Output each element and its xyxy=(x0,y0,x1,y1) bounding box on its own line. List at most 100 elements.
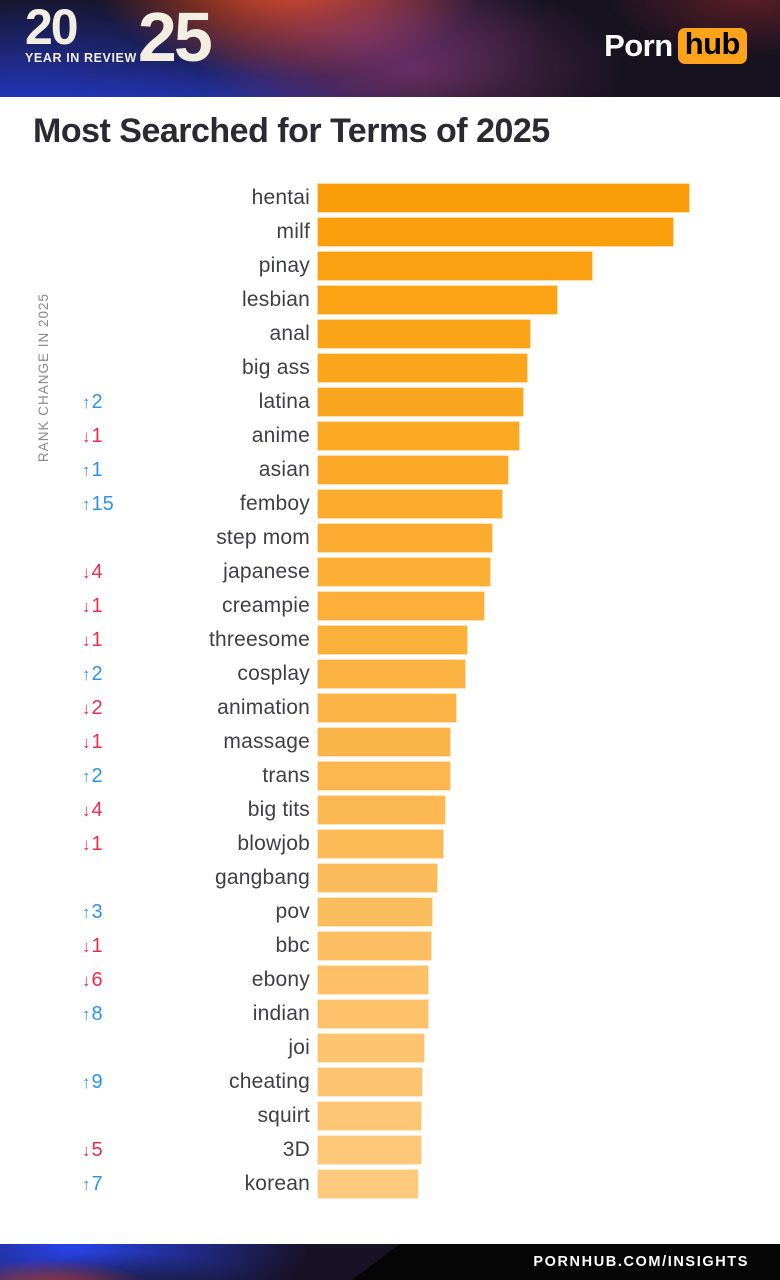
term-bar xyxy=(317,829,444,859)
rank-change: ↓4 xyxy=(82,560,103,583)
term-label: step mom xyxy=(216,526,310,549)
rank-change: ↑3 xyxy=(82,900,103,923)
term-bar xyxy=(317,557,491,587)
rank-change: ↓4 xyxy=(82,798,103,821)
term-label: cosplay xyxy=(237,662,310,685)
term-bar xyxy=(317,285,558,315)
term-bar xyxy=(317,1033,425,1063)
term-bar xyxy=(317,693,457,723)
term-label: blowjob xyxy=(237,832,310,855)
term-bar xyxy=(317,353,528,383)
term-label: threesome xyxy=(208,628,310,651)
term-bar xyxy=(317,897,433,927)
term-bar xyxy=(317,1101,422,1131)
arrow-up-icon: ↑ xyxy=(82,494,91,514)
term-row: ↓1 blowjob xyxy=(0,827,780,861)
term-bar xyxy=(317,727,451,757)
term-row: ↑9 cheating xyxy=(0,1065,780,1099)
term-row: ↓1 bbc xyxy=(0,929,780,963)
arrow-up-icon: ↑ xyxy=(82,1004,91,1024)
rank-change: ↑2 xyxy=(82,662,103,685)
rank-change: ↓2 xyxy=(82,696,103,719)
term-bar xyxy=(317,319,531,349)
rank-change: ↓1 xyxy=(82,424,103,447)
term-bar xyxy=(317,489,503,519)
term-bar xyxy=(317,625,468,655)
arrow-up-icon: ↑ xyxy=(82,1174,91,1194)
term-label: squirt xyxy=(257,1104,310,1127)
term-row: gangbang xyxy=(0,861,780,895)
pornhub-logo-hub-badge: hub xyxy=(677,28,747,64)
header-banner: 20 YEAR IN REVIEW 25 Porn hub xyxy=(0,0,780,97)
term-bar xyxy=(317,455,509,485)
arrow-up-icon: ↑ xyxy=(82,1072,91,1092)
bar-chart: hentai milf pinay lesbian anal big ass ↑2 latin… xyxy=(0,181,780,1201)
term-row: ↓6 ebony xyxy=(0,963,780,997)
arrow-down-icon: ↓ xyxy=(82,426,91,446)
term-row: ↓4 big tits xyxy=(0,793,780,827)
arrow-up-icon: ↑ xyxy=(82,766,91,786)
term-bar xyxy=(317,217,674,247)
term-row: ↓5 3D xyxy=(0,1133,780,1167)
term-bar xyxy=(317,761,451,791)
term-label: big ass xyxy=(242,356,310,379)
term-bar xyxy=(317,1067,423,1097)
arrow-up-icon: ↑ xyxy=(82,902,91,922)
term-label: asian xyxy=(258,458,310,481)
term-row: anal xyxy=(0,317,780,351)
arrow-down-icon: ↓ xyxy=(82,1140,91,1160)
term-label: latina xyxy=(258,390,310,413)
term-bar xyxy=(317,251,593,281)
term-label: korean xyxy=(244,1172,310,1195)
term-label: cheating xyxy=(229,1070,310,1093)
term-row: squirt xyxy=(0,1099,780,1133)
arrow-down-icon: ↓ xyxy=(82,834,91,854)
arrow-down-icon: ↓ xyxy=(82,562,91,582)
term-row: ↓1 threesome xyxy=(0,623,780,657)
term-label: lesbian xyxy=(242,288,310,311)
term-row: step mom xyxy=(0,521,780,555)
year-logo-20: 20 xyxy=(25,0,79,55)
term-row: ↓2 animation xyxy=(0,691,780,725)
arrow-up-icon: ↑ xyxy=(82,392,91,412)
rank-change: ↑15 xyxy=(82,492,114,515)
term-label: bbc xyxy=(275,934,310,957)
arrow-up-icon: ↑ xyxy=(82,664,91,684)
term-row: ↑3 pov xyxy=(0,895,780,929)
pornhub-logo-porn: Porn xyxy=(604,28,673,63)
term-label: anal xyxy=(269,322,310,345)
term-row: ↑2 trans xyxy=(0,759,780,793)
rank-change: ↓1 xyxy=(82,594,103,617)
term-label: animation xyxy=(217,696,310,719)
term-label: creampie xyxy=(222,594,310,617)
arrow-down-icon: ↓ xyxy=(82,596,91,616)
term-row: ↑7 korean xyxy=(0,1167,780,1201)
term-bar xyxy=(317,387,524,417)
rank-change: ↓1 xyxy=(82,934,103,957)
arrow-up-icon: ↑ xyxy=(82,460,91,480)
term-row: hentai xyxy=(0,181,780,215)
term-label: gangbang xyxy=(214,866,310,889)
term-bar xyxy=(317,659,466,689)
term-label: hentai xyxy=(251,186,310,209)
term-label: joi xyxy=(288,1036,310,1059)
term-row: ↑2 cosplay xyxy=(0,657,780,691)
term-bar xyxy=(317,965,429,995)
term-bar xyxy=(317,523,493,553)
term-row: big ass xyxy=(0,351,780,385)
term-row: ↑15 femboy xyxy=(0,487,780,521)
term-bar xyxy=(317,795,446,825)
term-row: ↓1 creampie xyxy=(0,589,780,623)
term-row: ↑1 asian xyxy=(0,453,780,487)
rank-change: ↑9 xyxy=(82,1070,103,1093)
term-label: femboy xyxy=(239,492,310,515)
rank-change: ↓1 xyxy=(82,832,103,855)
term-bar xyxy=(317,1135,422,1165)
year-in-review-label: YEAR IN REVIEW xyxy=(25,51,137,65)
arrow-down-icon: ↓ xyxy=(82,936,91,956)
term-label: ebony xyxy=(251,968,310,991)
term-label: massage xyxy=(223,730,310,753)
term-label: big tits xyxy=(247,798,310,821)
footer-bar: PORNHUB.COM/INSIGHTS xyxy=(0,1244,780,1280)
rank-change: ↑7 xyxy=(82,1172,103,1195)
